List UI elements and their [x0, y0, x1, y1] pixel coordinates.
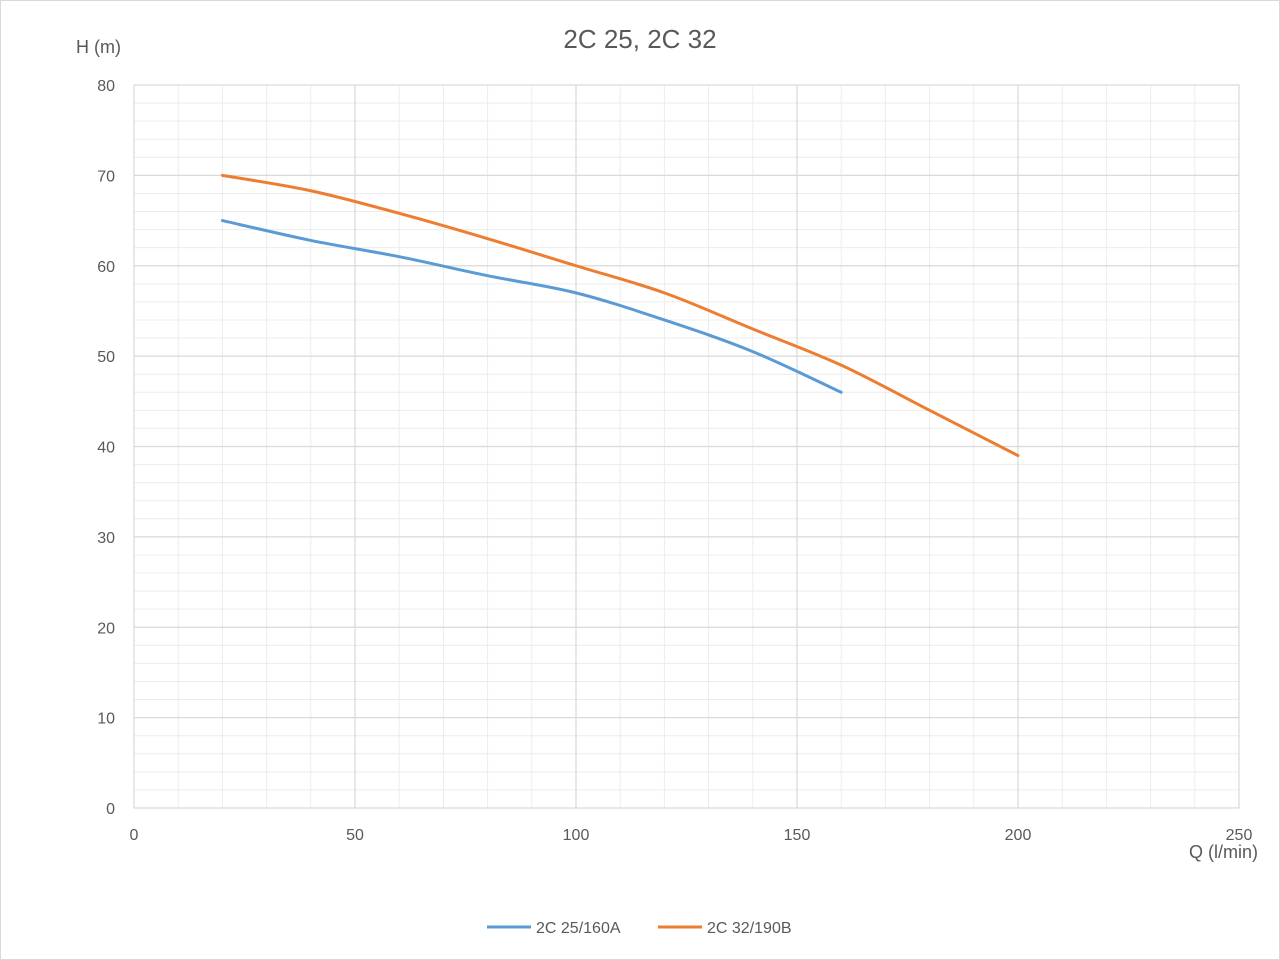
x-tick-label: 200 — [1005, 827, 1032, 844]
major-grid — [133, 84, 1240, 809]
y-tick-label: 30 — [97, 530, 115, 547]
y-tick-label: 70 — [97, 168, 115, 185]
y-tick-label: 40 — [97, 440, 115, 457]
y-tick-label: 0 — [106, 801, 115, 818]
x-tick-label: 0 — [130, 827, 139, 844]
x-tick-label: 250 — [1226, 827, 1253, 844]
legend-label-2: 2C 32/190B — [707, 920, 792, 937]
series-layer — [220, 173, 1020, 458]
x-tick-label: 100 — [563, 827, 590, 844]
plot-area-border — [133, 84, 1240, 809]
series-line-1 — [220, 219, 843, 394]
x-axis-label: Q (l/min) — [1189, 842, 1258, 862]
y-tick-label: 50 — [97, 349, 115, 366]
legend-label-1: 2C 25/160A — [536, 920, 621, 937]
legend: 2C 25/160A 2C 32/190B — [487, 920, 792, 937]
y-axis-label: H (m) — [76, 37, 121, 57]
y-tick-label: 80 — [97, 78, 115, 95]
y-tick-label: 10 — [97, 711, 115, 728]
y-tick-labels: 0 10 20 30 40 50 60 70 80 — [97, 78, 115, 818]
x-tick-label: 50 — [346, 827, 364, 844]
y-tick-label: 20 — [97, 620, 115, 637]
chart-title: 2C 25, 2C 32 — [563, 24, 716, 54]
y-tick-label: 60 — [97, 259, 115, 276]
series-line-2 — [220, 173, 1020, 458]
x-tick-label: 150 — [784, 827, 811, 844]
x-tick-labels: 0 50 100 150 200 250 — [130, 827, 1253, 844]
